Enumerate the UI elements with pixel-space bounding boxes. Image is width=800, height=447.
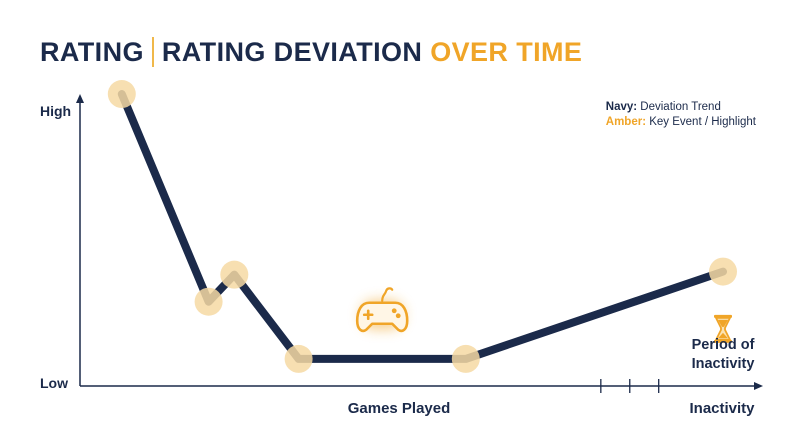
series-line-deviation-trend — [117, 90, 727, 363]
legend-navy-text: Deviation Trend — [640, 101, 721, 113]
inactivity-annotation-line2: Inactivity — [692, 356, 755, 372]
gamepad-icon — [355, 287, 409, 333]
x-axis-label: Games Played — [348, 400, 451, 417]
highlight-point — [451, 344, 480, 373]
hourglass-icon — [714, 314, 732, 343]
points-layer — [107, 80, 737, 373]
highlight-point — [194, 287, 223, 316]
series-layer — [117, 90, 727, 363]
legend: Navy: Deviation Trend Amber: Key Event /… — [606, 100, 756, 130]
legend-navy-key: Navy: — [605, 101, 638, 113]
inactivity-annotation-line1: Period of — [692, 337, 755, 353]
legend-amber-key: Amber: — [605, 116, 647, 128]
x-end-label: Inactivity — [689, 400, 755, 417]
legend-amber-text: Key Event / Highlight — [649, 116, 756, 128]
legend-item-amber: Amber: Key Event / Highlight — [606, 115, 756, 130]
highlight-point — [284, 344, 313, 373]
highlight-point — [107, 80, 136, 109]
y-label-high: High — [40, 103, 71, 119]
highlight-point — [220, 260, 249, 289]
title-separator — [151, 37, 154, 67]
legend-item-navy: Navy: Deviation Trend — [606, 100, 756, 115]
y-axis-arrow — [76, 94, 84, 103]
y-label-low: Low — [40, 375, 68, 391]
highlight-point — [709, 257, 737, 286]
title-over-time: OVER TIME — [430, 37, 583, 67]
x-axis-arrow — [754, 382, 763, 390]
title-rating: RATING — [40, 37, 144, 67]
axes: High Low Games Played Inactivity — [40, 94, 763, 417]
chart-title: RATING RATING DEVIATION OVER TIME — [40, 32, 582, 72]
title-rating-deviation: RATING DEVIATION — [161, 37, 423, 67]
